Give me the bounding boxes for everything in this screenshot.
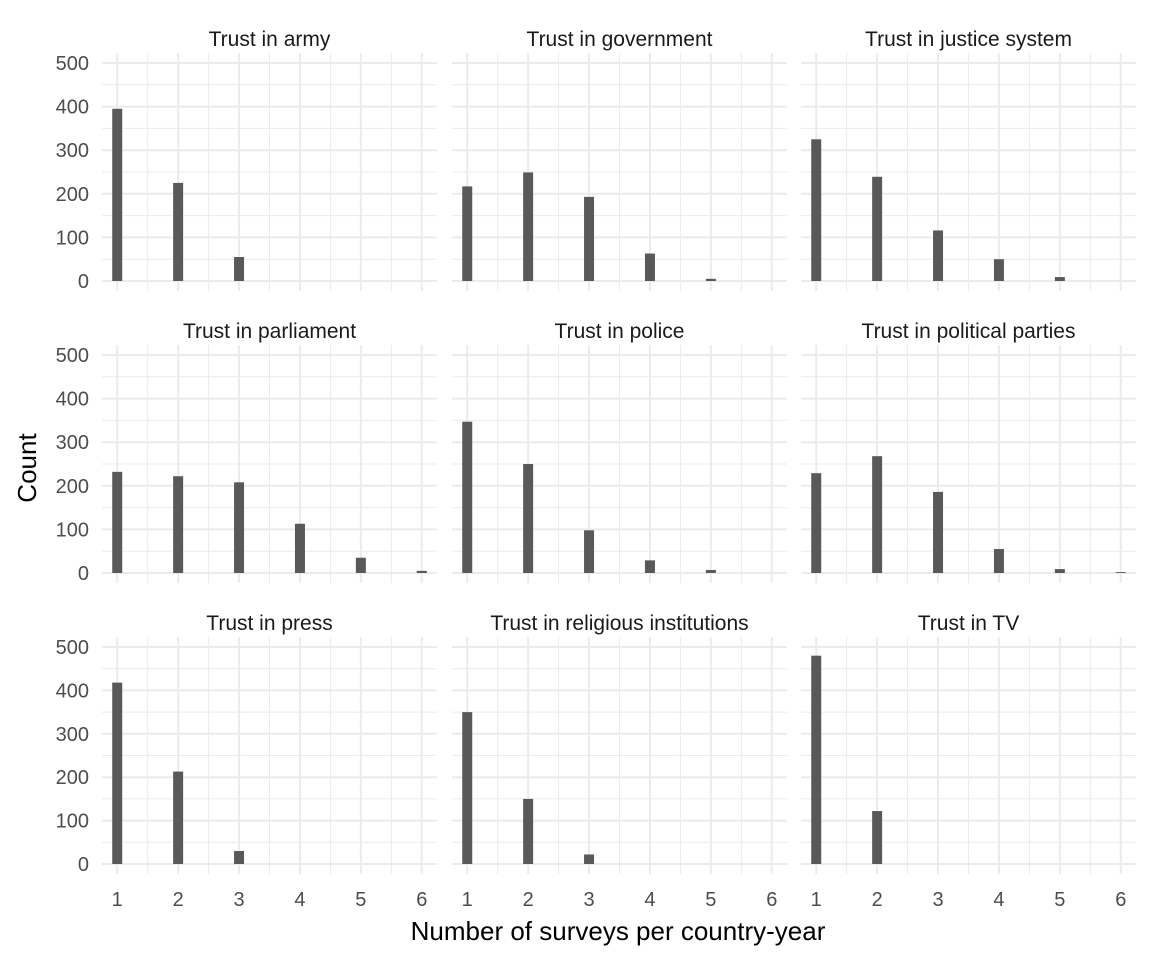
bar [523, 172, 534, 281]
panel: Trust in government [452, 28, 787, 291]
panel-title: Trust in parliament [183, 320, 356, 343]
y-tick-label: 200 [56, 184, 89, 206]
bar [644, 560, 655, 573]
x-tick-label: 4 [644, 889, 655, 911]
x-tick-label: 2 [872, 889, 883, 911]
bar [112, 682, 123, 864]
y-tick-label: 0 [78, 271, 89, 293]
bar [584, 196, 595, 281]
bar [933, 230, 944, 281]
x-tick-label: 3 [932, 889, 943, 911]
y-tick-label: 100 [56, 811, 89, 833]
bar [644, 253, 655, 281]
bar [705, 278, 716, 281]
x-tick-label: 2 [173, 889, 184, 911]
panel-title: Trust in police [555, 320, 685, 343]
panel-title: Trust in justice system [865, 28, 1072, 51]
bar [462, 421, 473, 573]
y-tick-label: 400 [56, 680, 89, 702]
y-tick-label: 0 [78, 563, 89, 585]
y-tick-label: 500 [56, 637, 89, 659]
bar [294, 523, 305, 573]
y-tick-label: 200 [56, 476, 89, 498]
bar [811, 655, 822, 864]
y-tick-label: 100 [56, 227, 89, 249]
bar [1115, 572, 1126, 573]
x-tick-label: 5 [705, 889, 716, 911]
y-tick-label: 500 [56, 345, 89, 367]
bar [234, 257, 245, 281]
bar [234, 482, 245, 573]
y-tick-label: 400 [56, 97, 89, 119]
x-tick-label: 1 [112, 889, 123, 911]
bar [112, 108, 123, 281]
bar [584, 854, 595, 864]
y-axis-title: Count [12, 433, 42, 503]
panel: Trust in religious institutions 1 2 3 4 5 6 [452, 612, 787, 911]
x-tick-label: 4 [294, 889, 305, 911]
panel: Trust in police [452, 320, 787, 583]
bar [355, 557, 366, 573]
panel-title: Trust in TV [918, 612, 1020, 635]
bar [993, 259, 1004, 281]
x-tick-label: 1 [811, 889, 822, 911]
x-tick-label: 4 [993, 889, 1004, 911]
bar [872, 456, 883, 573]
panel: Trust in political parties [801, 320, 1136, 583]
bar [462, 186, 473, 281]
bar [584, 530, 595, 573]
bar [173, 476, 184, 573]
bar [112, 471, 123, 573]
y-tick-label: 200 [56, 767, 89, 789]
x-tick-label: 2 [523, 889, 534, 911]
bar [416, 570, 427, 573]
x-tick-label: 3 [583, 889, 594, 911]
y-tick-label: 500 [56, 53, 89, 75]
x-tick-label: 6 [1115, 889, 1126, 911]
bar [993, 549, 1004, 573]
y-tick-label: 300 [56, 432, 89, 454]
y-tick-label: 300 [56, 724, 89, 746]
bar [811, 139, 822, 281]
bar [173, 182, 184, 281]
y-tick-label: 100 [56, 519, 89, 541]
bar [872, 811, 883, 864]
bar [523, 798, 534, 864]
x-tick-label: 1 [462, 889, 473, 911]
y-tick-label: 400 [56, 389, 89, 411]
panel-title: Trust in army [209, 28, 331, 51]
panel-title: Trust in political parties [862, 320, 1076, 343]
x-axis-title: Number of surveys per country-year [411, 916, 826, 946]
x-tick-label: 6 [766, 889, 777, 911]
x-tick-label: 5 [1054, 889, 1065, 911]
panel: Trust in press 0 100 200 300 400 500 1 2 3 4 5 6 [56, 612, 437, 911]
panel: Trust in TV 1 2 3 4 5 6 [801, 612, 1136, 911]
y-tick-label: 300 [56, 140, 89, 162]
panel: Trust in parliament 0 100 200 300 400 500 [56, 320, 437, 585]
bar [705, 569, 716, 573]
bar [173, 771, 184, 864]
panel-title: Trust in religious institutions [490, 612, 748, 635]
panel-title: Trust in press [206, 612, 332, 635]
x-tick-label: 6 [416, 889, 427, 911]
y-tick-label: 0 [78, 854, 89, 876]
panel-title: Trust in government [527, 28, 713, 51]
x-tick-label: 5 [355, 889, 366, 911]
x-tick-label: 3 [233, 889, 244, 911]
panel: Trust in army 0 100 200 300 400 500 [56, 28, 437, 293]
bar [872, 176, 883, 281]
bar [523, 464, 534, 573]
bar [933, 491, 944, 573]
bar [234, 850, 245, 864]
bar [1054, 569, 1065, 573]
panel: Trust in justice system [801, 28, 1136, 291]
bar [1054, 277, 1065, 281]
bar [462, 712, 473, 864]
bar [811, 473, 822, 573]
